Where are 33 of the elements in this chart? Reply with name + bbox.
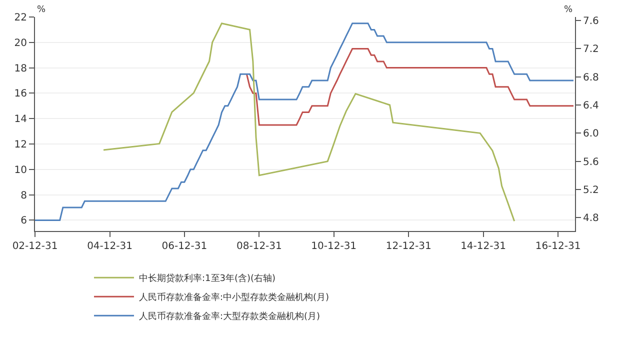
y-tick-label: 10	[14, 164, 27, 176]
x-tick-label: 16-12-31	[535, 241, 581, 252]
y-axis-title: %	[37, 5, 46, 15]
line-series	[246, 48, 574, 126]
y-tick-label: 14	[14, 114, 27, 126]
x-tick-label: 06-12-31	[162, 241, 208, 252]
y2-tick-label: 6.8	[583, 72, 599, 84]
y2-tick-label: 4.8	[583, 213, 599, 224]
line-series	[102, 22, 516, 222]
y2-tick-label: 5.6	[583, 156, 599, 168]
y2-tick-label: 6.4	[583, 100, 599, 112]
y-tick-label: 6	[20, 216, 27, 227]
y2-tick-label: 6.0	[583, 128, 599, 140]
x-tick-label: 14-12-31	[460, 241, 506, 252]
legend-label: 人民币存款准备金率:大型存款类金融机构(月)	[139, 311, 320, 322]
y2-tick-label: 7.6	[583, 16, 599, 28]
x-tick-label: 10-12-31	[311, 241, 357, 252]
y-tick-label: 12	[14, 140, 27, 150]
y-tick-label: 20	[14, 38, 27, 49]
y2-axis-title: %	[564, 5, 573, 15]
y2-tick-label: 7.2	[583, 44, 599, 56]
x-tick-label: 12-12-31	[386, 241, 432, 252]
y-tick-label: 18	[14, 63, 27, 74]
legend-label: 中长期贷款利率:1至3年(含)(右轴)	[139, 273, 276, 284]
y-tick-label: 16	[14, 88, 27, 100]
y-tick-label: 22	[14, 12, 27, 24]
y2-tick-label: 5.2	[583, 184, 599, 196]
x-tick-label: 08-12-31	[236, 241, 282, 252]
y-tick-label: 8	[20, 190, 27, 202]
x-tick-label: 02-12-31	[12, 241, 58, 252]
line-series	[35, 22, 574, 221]
legend-label: 人民币存款准备金率:中小型存款类金融机构(月)	[139, 292, 330, 304]
x-tick-label: 04-12-31	[87, 241, 132, 252]
